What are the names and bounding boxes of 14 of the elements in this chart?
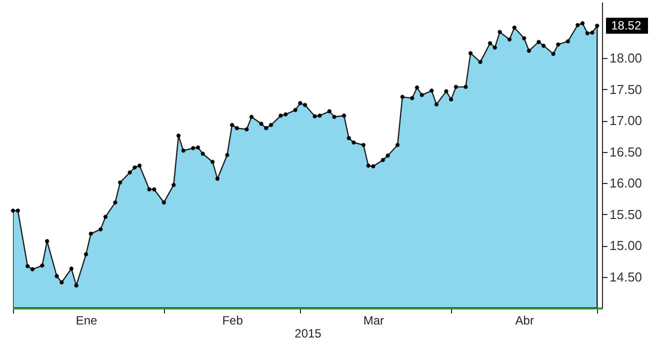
y-tick-label: 16.00 (610, 176, 642, 191)
x-tick-label: Mar (363, 314, 384, 328)
y-tick-label: 14.50 (610, 269, 642, 284)
annotation: 18.52 (611, 18, 642, 33)
y-tick-label: 15.00 (610, 238, 642, 254)
x-tick-label: Abr (515, 314, 534, 328)
y-tick-label: 16.50 (610, 144, 642, 160)
x-tick-label: Ene (76, 314, 98, 328)
x-axis-title: 2015 (294, 326, 322, 340)
x-tick-label: Feb (222, 314, 244, 328)
y-tick-label: 15.50 (610, 206, 642, 222)
y-tick-label: 17.00 (610, 113, 642, 128)
y-tick-label: 17.50 (610, 82, 642, 97)
y-tick-label: 18.00 (610, 50, 642, 66)
